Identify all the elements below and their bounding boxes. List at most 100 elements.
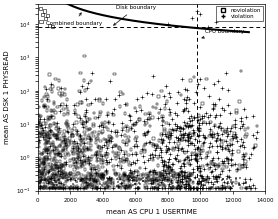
Point — [230, 182, 234, 186]
Point — [103, 153, 107, 157]
Point — [191, 170, 195, 173]
Point — [235, 169, 239, 172]
Point — [176, 183, 180, 187]
Point — [119, 166, 123, 170]
Point — [166, 174, 170, 177]
Point — [69, 141, 74, 144]
Point — [46, 170, 51, 173]
Point — [118, 90, 123, 94]
Point — [79, 179, 83, 183]
Point — [142, 150, 147, 153]
Point — [47, 176, 52, 179]
Point — [130, 171, 134, 175]
Point — [70, 134, 75, 138]
Point — [122, 173, 126, 176]
Point — [75, 129, 79, 132]
Point — [182, 120, 186, 123]
Point — [66, 154, 71, 157]
Point — [94, 177, 99, 180]
Point — [159, 137, 163, 141]
Point — [68, 172, 73, 175]
Point — [245, 126, 250, 130]
Point — [188, 178, 192, 182]
Point — [44, 149, 48, 153]
Point — [45, 109, 49, 112]
Point — [134, 144, 138, 147]
Point — [134, 120, 138, 124]
Point — [40, 172, 44, 175]
Point — [79, 178, 83, 182]
Point — [64, 145, 69, 148]
Point — [45, 132, 50, 136]
Point — [105, 180, 109, 184]
Point — [89, 183, 94, 186]
Point — [95, 186, 99, 190]
Point — [182, 183, 186, 186]
Point — [120, 158, 125, 162]
Point — [214, 113, 219, 117]
Point — [167, 136, 172, 139]
Point — [79, 120, 84, 123]
Point — [163, 175, 168, 178]
Point — [122, 184, 127, 188]
Point — [216, 97, 221, 101]
Point — [49, 129, 53, 133]
Point — [196, 166, 201, 170]
Point — [200, 116, 204, 119]
Point — [81, 141, 86, 145]
Point — [47, 179, 51, 183]
Point — [49, 178, 53, 181]
Point — [100, 165, 105, 169]
Point — [126, 184, 131, 188]
Point — [252, 145, 256, 149]
Point — [73, 109, 78, 112]
Point — [187, 174, 191, 177]
Point — [59, 154, 63, 157]
Point — [79, 177, 84, 181]
Point — [195, 128, 200, 132]
Point — [73, 178, 78, 181]
Point — [100, 121, 104, 125]
Point — [106, 160, 111, 163]
Point — [63, 175, 67, 179]
Point — [39, 178, 43, 182]
Point — [110, 182, 115, 186]
Point — [188, 186, 193, 190]
Point — [155, 144, 159, 147]
Point — [152, 171, 157, 174]
Point — [188, 186, 193, 190]
Point — [125, 157, 129, 161]
Point — [53, 134, 58, 137]
Point — [167, 108, 171, 111]
Point — [72, 168, 77, 171]
Point — [151, 144, 156, 147]
Point — [186, 176, 190, 180]
Point — [150, 116, 155, 119]
Point — [135, 179, 139, 183]
Point — [47, 24, 51, 27]
Point — [44, 178, 48, 182]
Point — [99, 123, 103, 127]
Point — [207, 121, 212, 124]
Point — [36, 186, 41, 190]
Point — [194, 158, 198, 162]
Point — [36, 175, 40, 179]
Point — [183, 182, 187, 186]
Point — [66, 177, 70, 180]
Point — [223, 186, 227, 190]
Point — [186, 156, 190, 160]
Point — [61, 175, 65, 179]
Point — [249, 186, 253, 190]
Point — [127, 168, 132, 171]
Point — [191, 186, 195, 190]
Point — [116, 152, 121, 155]
Point — [141, 172, 145, 176]
Point — [40, 152, 44, 156]
Point — [112, 186, 116, 189]
Point — [108, 181, 112, 185]
Point — [185, 125, 190, 129]
Point — [37, 169, 41, 173]
Point — [226, 104, 231, 107]
Point — [71, 186, 76, 190]
Point — [80, 177, 85, 180]
